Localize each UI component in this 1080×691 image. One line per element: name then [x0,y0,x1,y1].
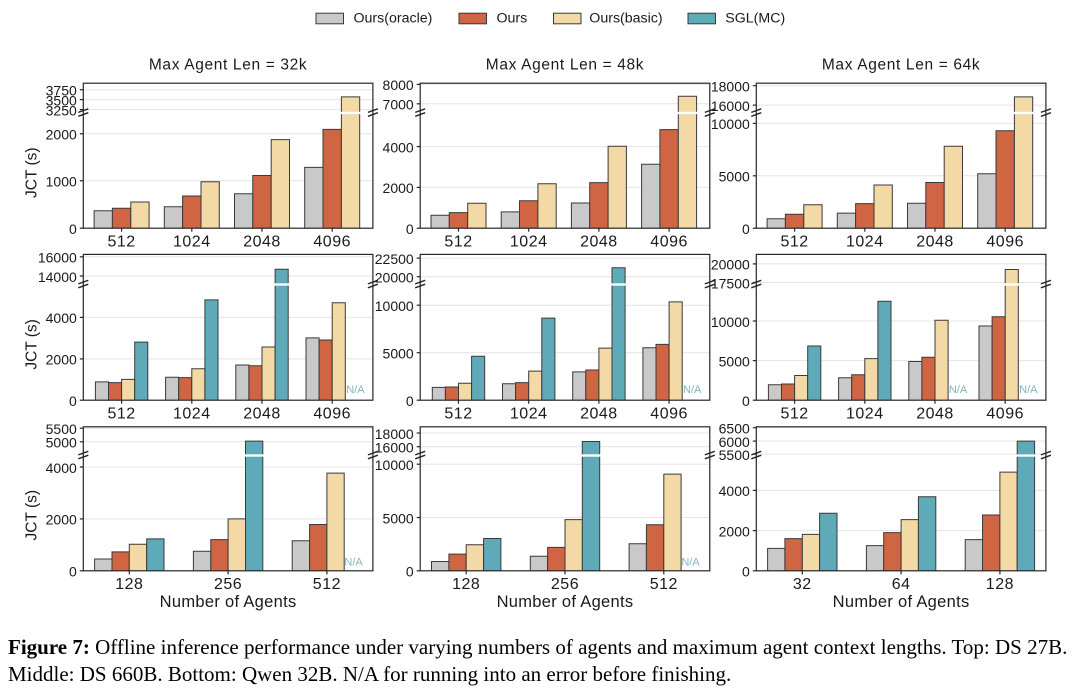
svg-text:4096: 4096 [986,234,1024,251]
svg-text:2048: 2048 [243,406,281,423]
svg-text:2000: 2000 [46,512,77,528]
svg-text:5000: 5000 [719,353,750,369]
svg-text:Number of Agents: Number of Agents [497,593,634,611]
svg-text:Number of Agents: Number of Agents [160,593,297,611]
svg-text:JCT (s): JCT (s) [24,490,41,541]
svg-text:20000: 20000 [375,270,414,286]
svg-text:18000: 18000 [711,79,750,95]
svg-text:1024: 1024 [173,406,211,423]
svg-text:5500: 5500 [46,421,77,437]
svg-text:256: 256 [551,576,579,593]
svg-text:Ours(oracle): Ours(oracle) [354,11,433,27]
svg-text:Max Agent Len = 64k: Max Agent Len = 64k [822,57,980,74]
svg-text:64: 64 [892,576,911,593]
svg-text:512: 512 [107,234,135,251]
svg-text:5000: 5000 [383,346,414,362]
svg-text:Max Agent Len = 48k: Max Agent Len = 48k [486,57,644,74]
svg-text:512: 512 [444,234,472,251]
svg-text:0: 0 [406,393,414,409]
svg-text:4096: 4096 [313,234,351,251]
svg-text:128: 128 [986,576,1014,593]
svg-text:2000: 2000 [46,352,77,368]
svg-text:4096: 4096 [313,406,351,423]
svg-text:4000: 4000 [719,483,750,499]
svg-text:1024: 1024 [846,406,884,423]
svg-text:JCT (s): JCT (s) [24,147,41,198]
svg-text:4000: 4000 [46,310,77,326]
svg-text:512: 512 [780,234,808,251]
svg-text:32: 32 [793,576,812,593]
svg-text:3250: 3250 [46,102,77,118]
svg-text:1024: 1024 [846,234,884,251]
svg-text:4096: 4096 [650,406,688,423]
svg-text:2000: 2000 [46,127,77,143]
svg-text:16000: 16000 [375,440,414,456]
svg-text:SGL(MC): SGL(MC) [725,11,785,27]
svg-text:5000: 5000 [46,435,77,451]
svg-text:256: 256 [214,576,242,593]
svg-text:512: 512 [107,406,135,423]
svg-text:N/A: N/A [949,384,968,396]
svg-text:512: 512 [313,576,341,593]
svg-text:2048: 2048 [243,234,281,251]
svg-text:10000: 10000 [711,314,750,330]
svg-text:2048: 2048 [916,234,954,251]
svg-text:0: 0 [69,221,77,237]
svg-text:10000: 10000 [711,116,750,132]
svg-text:128: 128 [452,576,480,593]
svg-text:1024: 1024 [510,406,548,423]
svg-text:N/A: N/A [346,384,365,396]
svg-text:512: 512 [444,406,472,423]
svg-text:10000: 10000 [375,298,414,314]
svg-text:5000: 5000 [383,510,414,526]
svg-text:3750: 3750 [46,83,77,99]
svg-text:N/A: N/A [683,384,702,396]
svg-text:1024: 1024 [173,234,211,251]
svg-text:18000: 18000 [375,426,414,442]
svg-text:4096: 4096 [650,234,688,251]
svg-text:16000: 16000 [711,98,750,114]
svg-text:0: 0 [742,221,750,237]
svg-text:10000: 10000 [375,457,414,473]
svg-text:6500: 6500 [719,421,750,437]
svg-text:3500: 3500 [46,92,77,108]
svg-text:2048: 2048 [580,406,618,423]
svg-text:4000: 4000 [383,139,414,155]
svg-text:0: 0 [406,221,414,237]
svg-text:17500: 17500 [711,275,750,291]
svg-text:2048: 2048 [916,406,954,423]
svg-text:14000: 14000 [38,269,77,285]
svg-text:2048: 2048 [580,234,618,251]
svg-text:0: 0 [406,564,414,580]
svg-text:1000: 1000 [46,174,77,190]
svg-text:5000: 5000 [719,169,750,185]
svg-text:0: 0 [742,393,750,409]
svg-text:N/A: N/A [1019,384,1038,396]
svg-text:2000: 2000 [383,180,414,196]
svg-text:6000: 6000 [719,434,750,450]
svg-text:22500: 22500 [375,251,414,267]
svg-text:4096: 4096 [986,406,1024,423]
svg-text:4000: 4000 [46,460,77,476]
svg-text:1024: 1024 [510,234,548,251]
svg-text:128: 128 [115,576,143,593]
svg-text:Max Agent Len = 32k: Max Agent Len = 32k [149,57,307,74]
svg-text:8000: 8000 [383,77,414,93]
svg-text:20000: 20000 [711,257,750,273]
svg-text:16000: 16000 [38,250,77,266]
svg-text:0: 0 [69,564,77,580]
svg-text:7000: 7000 [383,97,414,113]
svg-text:Ours(basic): Ours(basic) [589,11,662,27]
svg-text:512: 512 [650,576,678,593]
svg-text:5500: 5500 [719,447,750,463]
svg-text:JCT (s): JCT (s) [24,319,41,370]
svg-text:512: 512 [780,406,808,423]
svg-text:N/A: N/A [681,557,700,569]
svg-text:N/A: N/A [344,557,363,569]
svg-text:Number of Agents: Number of Agents [833,593,970,611]
svg-text:0: 0 [69,393,77,409]
svg-text:Ours: Ours [497,11,528,27]
svg-text:2000: 2000 [719,523,750,539]
svg-text:0: 0 [742,564,750,580]
